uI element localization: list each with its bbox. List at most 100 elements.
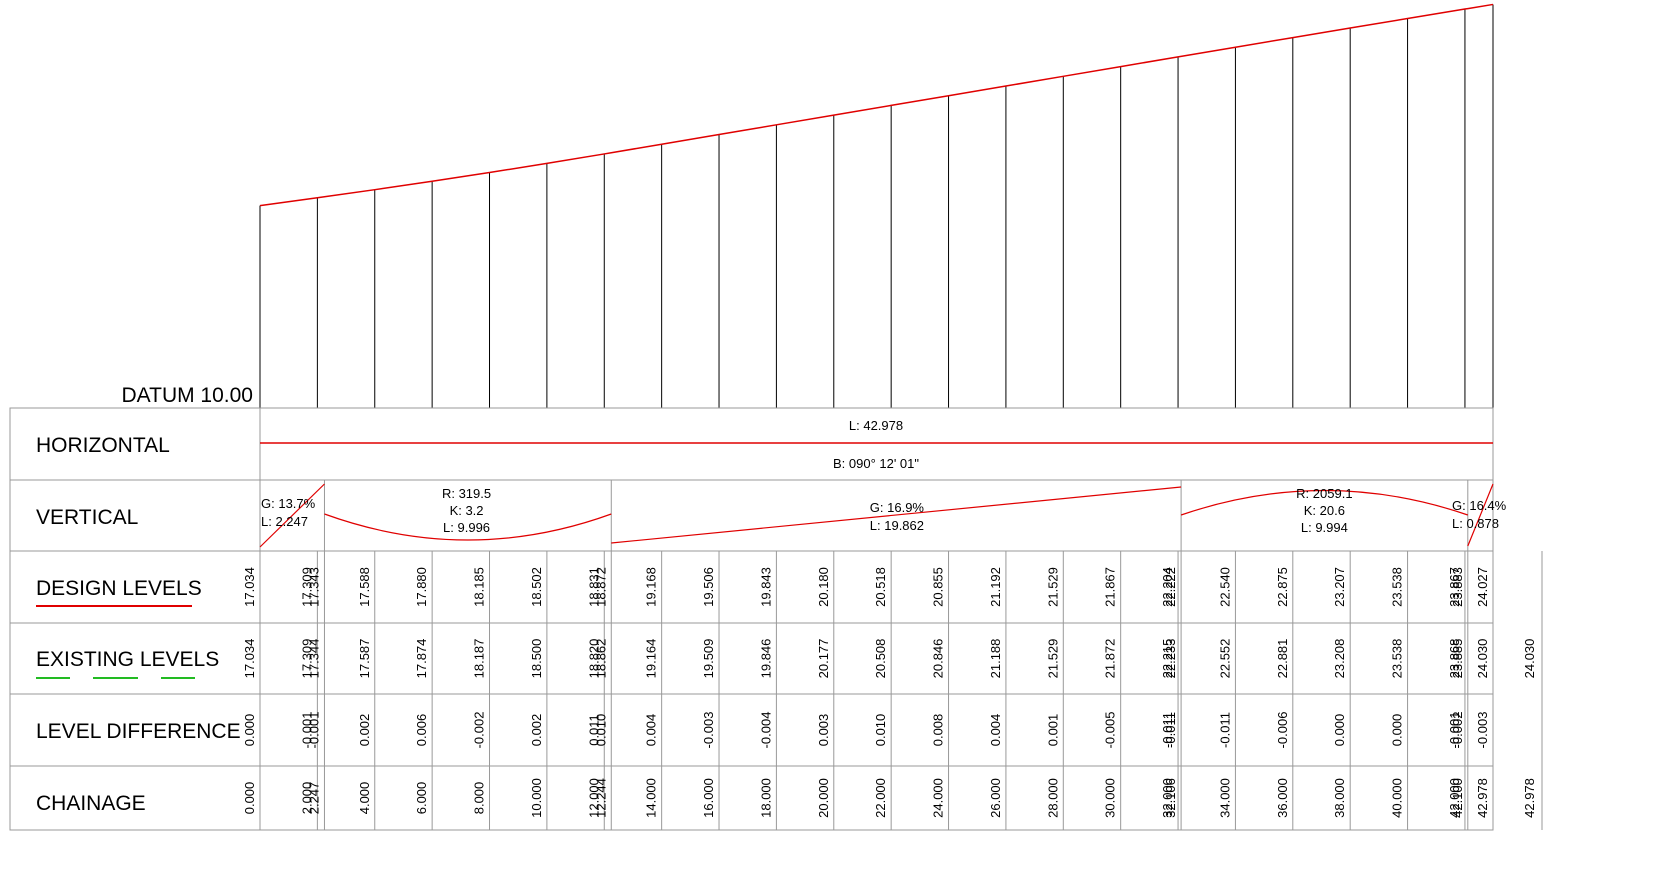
level-difference-value: -0.001 bbox=[1447, 712, 1462, 749]
vertical-alignment-label: R: 319.5 bbox=[442, 486, 491, 501]
row-label-vertical: VERTICAL bbox=[36, 506, 138, 529]
design-level-value: 20.855 bbox=[931, 567, 946, 607]
chainage-value: 32.000 bbox=[1160, 778, 1175, 818]
chainage-value: 32.106 bbox=[1163, 778, 1178, 818]
level-difference-value: -0.011 bbox=[1217, 712, 1232, 748]
vertical-alignment-label: L: 2.247 bbox=[261, 514, 308, 529]
band-frame bbox=[9, 407, 1494, 831]
existing-level-value: 23.538 bbox=[1390, 639, 1405, 679]
level-difference-value: 0.001 bbox=[1045, 714, 1060, 747]
design-level-value: 23.867 bbox=[1447, 567, 1462, 607]
chainage-value: 16.000 bbox=[701, 778, 716, 818]
chainage-value: 8.000 bbox=[472, 782, 487, 815]
chainage-value: 2.000 bbox=[299, 782, 314, 815]
existing-level-value: 22.215 bbox=[1160, 639, 1175, 679]
chainage-value: 4.000 bbox=[357, 782, 372, 815]
crest-curve-line bbox=[1180, 489, 1469, 516]
chainage-value: 38.000 bbox=[1332, 778, 1347, 818]
chainage-value: 26.000 bbox=[988, 778, 1003, 818]
row-label-difference: LEVEL DIFFERENCE bbox=[36, 720, 241, 743]
chainage-value: 42.000 bbox=[1447, 778, 1462, 818]
chainage-value: 24.000 bbox=[931, 778, 946, 818]
chainage-value: 42.978 bbox=[1522, 778, 1537, 818]
level-difference-value: -0.001 bbox=[307, 712, 322, 749]
chainage-value: 18.000 bbox=[758, 778, 773, 818]
existing-level-value: 22.552 bbox=[1217, 639, 1232, 679]
vertical-alignment-label: L: 9.994 bbox=[1301, 520, 1348, 535]
existing-level-value: 20.508 bbox=[873, 639, 888, 679]
chainage-value: 20.000 bbox=[816, 778, 831, 818]
existing-level-value: 21.872 bbox=[1103, 639, 1118, 679]
level-difference-value: 0.006 bbox=[414, 714, 429, 747]
design-level-value: 18.502 bbox=[529, 567, 544, 607]
existing-level-value: 24.030 bbox=[1475, 639, 1490, 679]
design-level-value: 17.034 bbox=[242, 567, 257, 607]
design-level-value: 22.222 bbox=[1163, 567, 1178, 607]
vertical-alignment-label: G: 13.7% bbox=[261, 496, 316, 511]
level-difference-value: 0.008 bbox=[931, 714, 946, 747]
level-difference-value: -0.011 bbox=[1160, 712, 1175, 748]
existing-level-value: 18.820 bbox=[586, 639, 601, 679]
design-level-value: 17.880 bbox=[414, 567, 429, 607]
chainage-value: 42.978 bbox=[1475, 778, 1490, 818]
level-difference-value: 0.000 bbox=[242, 714, 257, 747]
vertical-alignment-label: L: 0.878 bbox=[1452, 516, 1499, 531]
design-level-value: 19.168 bbox=[644, 567, 659, 607]
chainage-value: 0.000 bbox=[242, 782, 257, 815]
existing-level-value: 18.187 bbox=[472, 639, 487, 679]
level-difference-value: 0.003 bbox=[816, 714, 831, 747]
existing-level-value: 21.188 bbox=[988, 639, 1003, 679]
existing-level-value: 23.885 bbox=[1450, 639, 1465, 679]
level-difference-value: 0.010 bbox=[593, 714, 608, 747]
chainage-value: 12.000 bbox=[586, 778, 601, 818]
level-difference-value: 0.000 bbox=[1390, 714, 1405, 747]
chainage-value: 40.000 bbox=[1390, 778, 1405, 818]
level-difference-value: -0.001 bbox=[299, 712, 314, 749]
design-profile-line bbox=[259, 3, 1494, 207]
vertical-alignment-label: K: 20.6 bbox=[1304, 503, 1345, 518]
vertical-alignment-label: L: 19.862 bbox=[870, 518, 924, 533]
row-label-horizontal: HORIZONTAL bbox=[36, 434, 170, 457]
grade-line bbox=[611, 486, 1182, 544]
design-level-value: 18.831 bbox=[586, 567, 601, 607]
level-difference-value: 0.004 bbox=[644, 714, 659, 747]
existing-level-value: 23.208 bbox=[1332, 639, 1347, 679]
grade-line bbox=[1467, 483, 1494, 547]
design-level-value: 21.867 bbox=[1103, 567, 1118, 607]
design-level-value: 22.540 bbox=[1217, 567, 1232, 607]
existing-level-value: 18.862 bbox=[593, 639, 608, 679]
vertical-alignment-label: K: 3.2 bbox=[450, 503, 484, 518]
chainage-value: 36.000 bbox=[1275, 778, 1290, 818]
level-difference-value: -0.005 bbox=[1103, 712, 1118, 749]
level-difference-value: 0.011 bbox=[586, 714, 601, 746]
existing-level-value: 17.034 bbox=[242, 639, 257, 679]
level-difference-value: 0.010 bbox=[873, 714, 888, 747]
level-difference-value: -0.002 bbox=[472, 712, 487, 749]
chainage-value: 14.000 bbox=[644, 778, 659, 818]
design-level-value: 18.872 bbox=[593, 567, 608, 607]
chainage-value: 34.000 bbox=[1217, 778, 1232, 818]
chainage-value: 30.000 bbox=[1103, 778, 1118, 818]
chainage-value: 42.100 bbox=[1450, 778, 1465, 818]
existing-level-value: 21.529 bbox=[1045, 639, 1060, 679]
existing-level-value: 19.846 bbox=[758, 639, 773, 679]
level-difference-value: 0.002 bbox=[357, 714, 372, 747]
row-label-chainage: CHAINAGE bbox=[36, 792, 146, 815]
grade-line bbox=[259, 483, 325, 548]
existing-level-value: 22.881 bbox=[1275, 639, 1290, 679]
chainage-value: 6.000 bbox=[414, 782, 429, 815]
level-difference-value: -0.011 bbox=[1163, 712, 1178, 748]
design-level-value: 21.529 bbox=[1045, 567, 1060, 607]
design-level-value: 22.204 bbox=[1160, 567, 1175, 607]
vertical-alignment-label: G: 16.4% bbox=[1452, 498, 1507, 513]
design-level-value: 23.883 bbox=[1450, 567, 1465, 607]
existing-level-value: 20.177 bbox=[816, 639, 831, 679]
vertical-alignment-label: G: 16.9% bbox=[870, 500, 925, 515]
level-difference-value: -0.002 bbox=[1450, 712, 1465, 749]
vertical-alignment: G: 13.7% L: 2.247 R: 319.5 K: 3.2 L: 9.996 G:… bbox=[259, 480, 1507, 551]
design-level-value: 24.027 bbox=[1475, 567, 1490, 607]
horizontal-length: L: 42.978 bbox=[849, 418, 903, 433]
chainage-value: 10.000 bbox=[529, 778, 544, 818]
existing-level-value: 20.846 bbox=[931, 639, 946, 679]
